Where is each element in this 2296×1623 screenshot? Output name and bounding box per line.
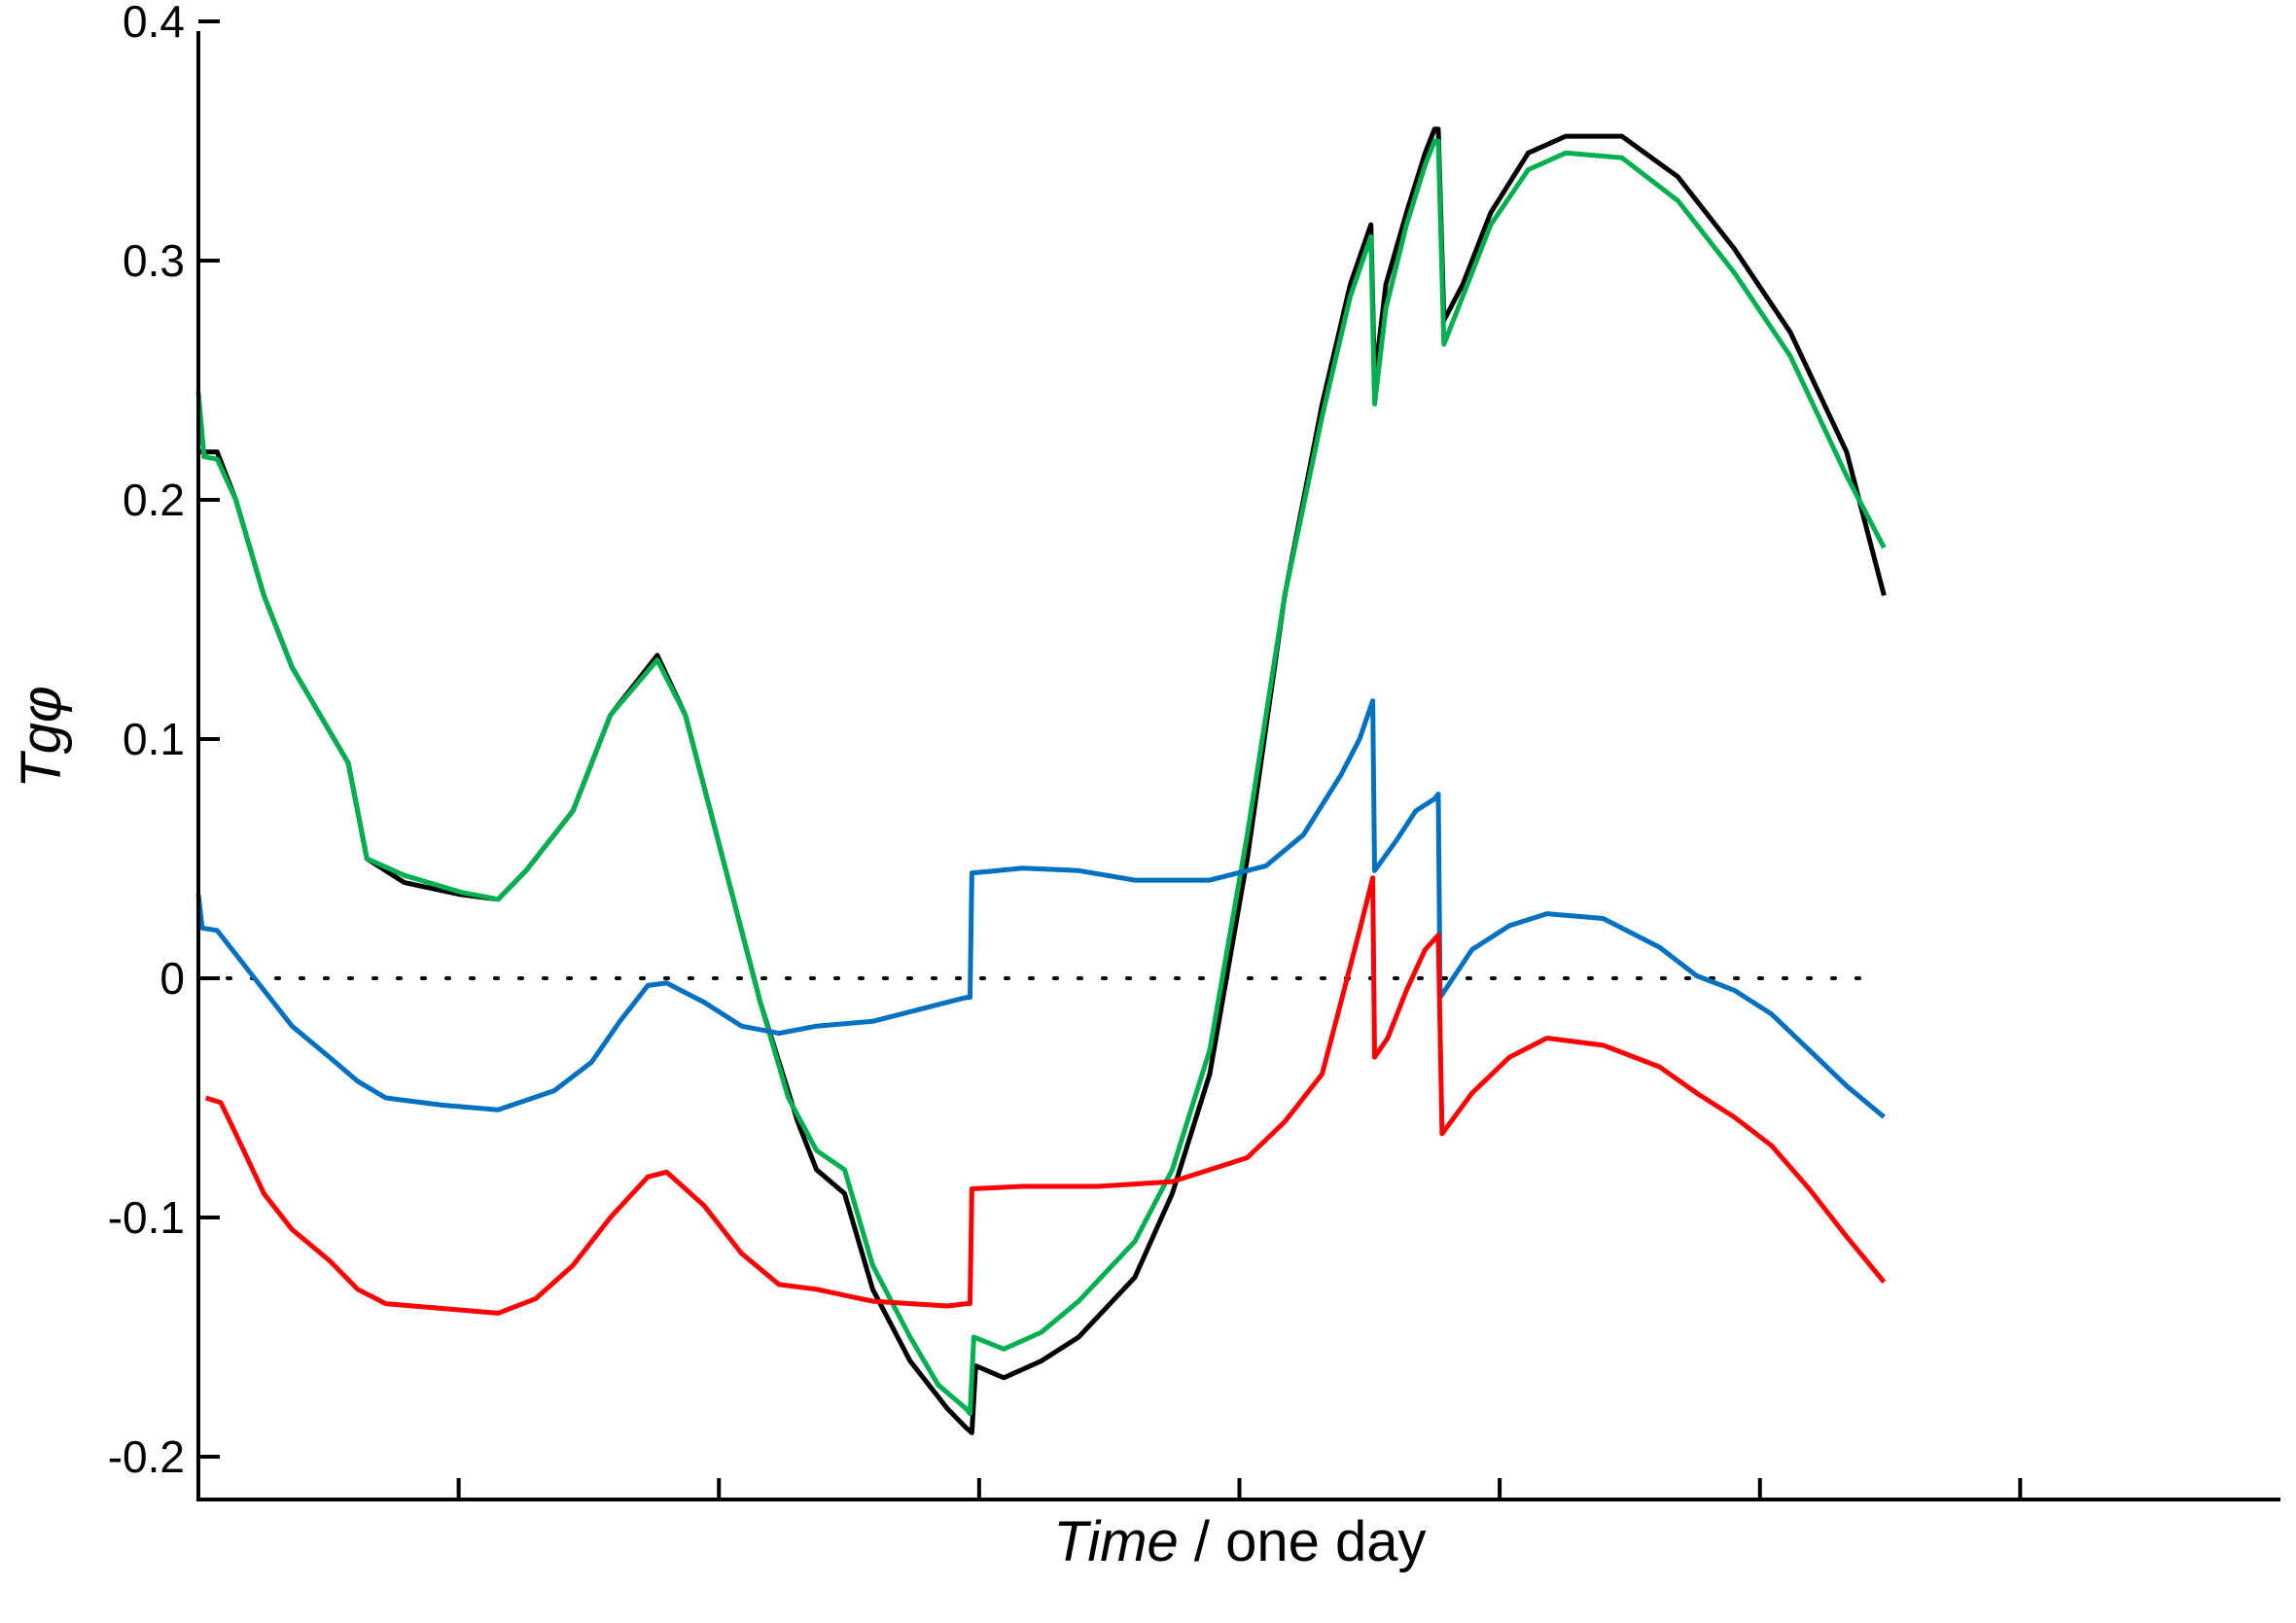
- series-line-3: [204, 875, 1887, 1316]
- series-line-0: [198, 126, 1887, 1435]
- axes-layer: [196, 31, 2280, 1501]
- y-tick-label: 0.4: [123, 0, 185, 47]
- series-line-1: [195, 138, 1887, 1417]
- x-axis-title-italic: Time: [1053, 1510, 1178, 1573]
- series-layer: [195, 126, 1887, 1435]
- y-tick-label: -0.1: [108, 1192, 185, 1243]
- y-tick-label: 0.1: [123, 714, 185, 764]
- x-axis-title: Time / one day: [1053, 1510, 1426, 1573]
- series-line-2: [195, 698, 1886, 1119]
- y-tick-label: -0.2: [108, 1431, 185, 1482]
- y-tick-label: 0.2: [123, 475, 185, 525]
- y-tick-label: 0: [159, 953, 185, 1004]
- ticks-layer: -0.2 -0.1 0 0.1 0.2 0.3 0.4: [108, 0, 2023, 1500]
- y-axis-title: Tgφ: [10, 686, 73, 789]
- x-axis-title-rest: / one day: [1179, 1510, 1427, 1573]
- y-tick-label: 0.3: [123, 235, 185, 286]
